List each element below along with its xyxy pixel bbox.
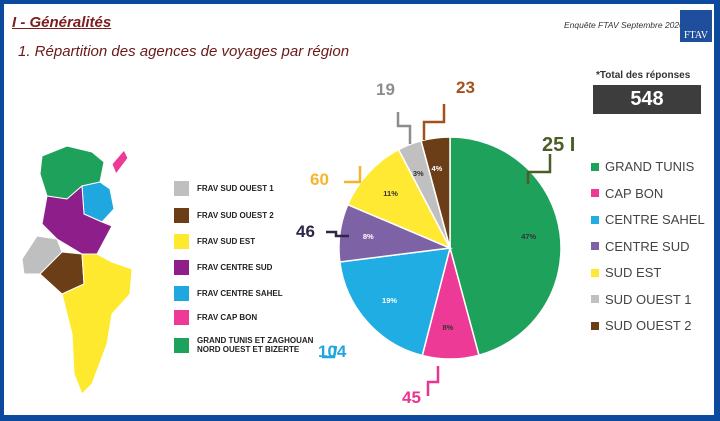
pie-value-label: 45 xyxy=(402,388,421,407)
callout-arrow xyxy=(344,166,362,184)
legend-swatch xyxy=(591,242,599,250)
legend-swatch xyxy=(591,162,599,171)
survey-label: Enquête FTAV Septembre 2020 xyxy=(564,20,684,30)
pie-pct-label: 8% xyxy=(442,322,454,332)
tunisia-map xyxy=(21,145,133,395)
map-region-centre-sud xyxy=(41,184,113,255)
chart-legend-item: SUD OUEST 2 xyxy=(591,318,691,333)
pie-chart xyxy=(322,104,562,396)
pie-pct-label: 8% xyxy=(362,232,374,242)
pie-value-label: 19 xyxy=(376,80,395,99)
legend-label: SUD EST xyxy=(605,265,662,280)
legend-label: FRAV CENTRE SUD xyxy=(197,263,273,272)
map-region-cap-bon xyxy=(111,149,129,176)
legend-label: FRAV CAP BON xyxy=(197,313,258,322)
callout-arrow xyxy=(526,154,552,184)
pie-slice-sud-ouest-2 xyxy=(420,136,451,249)
pie-value-label: 46 xyxy=(296,222,315,241)
legend-swatch xyxy=(174,260,189,275)
pie-slice-centre-sahel xyxy=(339,247,452,357)
legend-label: FRAV SUD OUEST 1 xyxy=(197,184,274,193)
legend-swatch xyxy=(174,310,189,325)
map-legend-item: FRAV CAP BON xyxy=(174,310,257,325)
pie-value-label: 25 I xyxy=(542,134,576,156)
legend-swatch xyxy=(591,321,599,330)
map-legend-item: GRAND TUNIS ET ZAGHOUAN NORD OUEST ET BI… xyxy=(174,336,327,354)
legend-label: SUD OUEST 1 xyxy=(605,291,692,307)
pie-slice-sud-est xyxy=(346,148,452,250)
legend-label: GRAND TUNIS xyxy=(605,159,695,174)
pie-pct-label: 19% xyxy=(382,295,398,305)
callout-arrow xyxy=(422,104,446,140)
pie-value-label: 104 xyxy=(318,342,347,361)
map-legend-item: FRAV SUD EST xyxy=(174,234,255,249)
map-legend-item: FRAV CENTRE SUD xyxy=(174,260,272,275)
legend-label: CENTRE SUD xyxy=(605,238,690,254)
legend-label: GRAND TUNIS ET ZAGHOUAN NORD OUEST ET BI… xyxy=(197,336,314,354)
legend-label: CENTRE SAHEL xyxy=(605,212,705,227)
legend-label: FRAV CENTRE SAHEL xyxy=(197,289,283,298)
legend-swatch xyxy=(591,295,599,303)
ftav-logo: FTAV xyxy=(680,10,712,42)
legend-swatch xyxy=(591,268,599,277)
callout-arrow xyxy=(426,366,440,396)
legend-swatch xyxy=(591,189,599,197)
legend-swatch xyxy=(174,286,189,301)
legend-label: FRAV SUD EST xyxy=(197,237,256,246)
legend-label: CAP BON xyxy=(605,185,664,201)
chart-legend-item: CENTRE SUD xyxy=(591,239,690,254)
total-label: *Total des réponses xyxy=(596,70,691,81)
section-title: I - Généralités xyxy=(12,14,112,31)
map-region-sud-est xyxy=(61,253,133,395)
slide-subtitle: 1. Répartition des agences de voyages pa… xyxy=(18,43,350,60)
pie-pct-label: 47% xyxy=(521,232,537,242)
legend-label: FRAV SUD OUEST 2 xyxy=(197,211,274,220)
callout-arrow xyxy=(326,230,349,238)
slide: I - Généralités 1. Répartition des agenc… xyxy=(4,4,714,415)
pie-slice-grand-tunis xyxy=(449,136,562,357)
legend-label: SUD OUEST 2 xyxy=(605,318,692,333)
pie-pct-label: 4% xyxy=(431,163,443,173)
callout-arrow xyxy=(322,345,338,359)
legend-swatch xyxy=(174,337,189,353)
pie-value-label: 60 xyxy=(310,170,329,189)
map-legend-item: FRAV SUD OUEST 2 xyxy=(174,208,274,223)
legend-swatch xyxy=(591,215,599,224)
total-value: 548 xyxy=(593,85,701,114)
chart-legend-item: GRAND TUNIS xyxy=(591,159,694,174)
chart-legend-item: SUD OUEST 1 xyxy=(591,292,691,307)
pie-value-label: 23 xyxy=(456,78,475,97)
logo-text: FTAV xyxy=(683,30,709,41)
chart-legend-item: SUD EST xyxy=(591,265,661,280)
legend-swatch xyxy=(174,181,189,196)
chart-legend-item: CAP BON xyxy=(591,186,663,201)
legend-swatch xyxy=(174,208,189,223)
map-legend-item: FRAV CENTRE SAHEL xyxy=(174,286,283,301)
legend-swatch xyxy=(174,234,189,249)
chart-legend-item: CENTRE SAHEL xyxy=(591,212,705,227)
pie-pct-label: 3% xyxy=(412,168,424,178)
callout-arrow xyxy=(396,112,412,144)
map-legend-item: FRAV SUD OUEST 1 xyxy=(174,181,274,196)
pie-pct-label: 11% xyxy=(383,188,398,198)
